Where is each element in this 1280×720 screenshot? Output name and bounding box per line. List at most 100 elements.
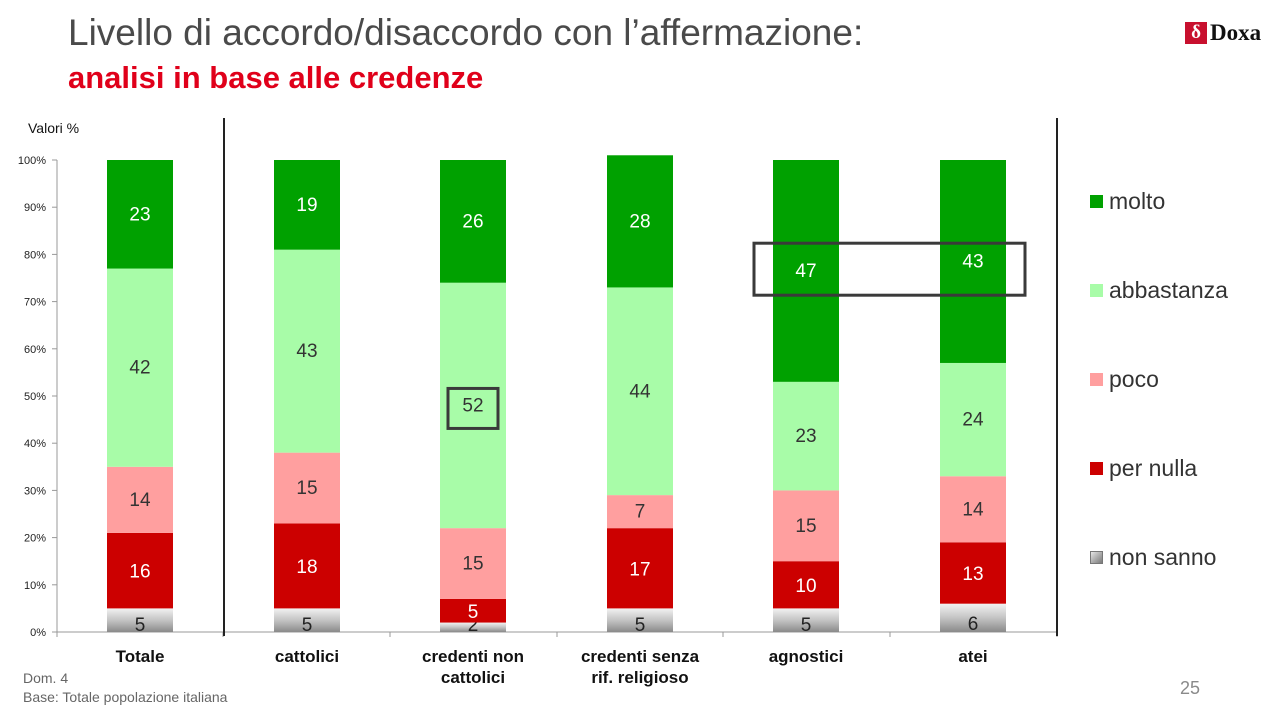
category-label: credenti senza (581, 647, 700, 666)
bar-segment-molto (107, 160, 173, 269)
bar-segment-abbastanza (440, 282, 506, 529)
legend-label: poco (1109, 366, 1159, 392)
data-label: 10 (795, 576, 816, 597)
y-tick-label: 0% (30, 627, 46, 639)
bar-segment-poco (440, 528, 506, 599)
bar-segment-non-sanno (107, 608, 173, 632)
legend-swatch (1090, 195, 1103, 208)
bar-segment-non-sanno (607, 608, 673, 632)
legend-label: per nulla (1109, 455, 1198, 481)
y-tick-label: 100% (18, 155, 46, 167)
bar-segment-non-sanno (274, 608, 340, 632)
highlight-box (446, 386, 500, 430)
bar-segment-abbastanza (107, 268, 173, 467)
data-label: 6 (968, 614, 979, 635)
bar-segment-per-nulla (440, 598, 506, 623)
data-label: 14 (962, 499, 984, 520)
data-label: 14 (129, 490, 151, 511)
category-label: agnostici (769, 647, 844, 666)
question-reference: Dom. 4 (23, 670, 69, 686)
legend-swatch (1090, 551, 1103, 564)
data-label: 47 (795, 261, 816, 282)
data-label: 44 (629, 381, 651, 402)
data-label: 17 (629, 559, 650, 580)
data-label: 5 (135, 615, 146, 636)
data-label: 28 (629, 211, 650, 232)
bar-segment-molto (773, 160, 839, 382)
y-tick-label: 60% (24, 344, 46, 356)
bar-segment-per-nulla (274, 523, 340, 609)
category-label: cattolici (441, 668, 505, 687)
data-label: 5 (635, 615, 646, 636)
category-label: credenti non (422, 647, 524, 666)
data-label: 15 (795, 516, 816, 537)
category-label: atei (958, 647, 987, 666)
data-label: 52 (462, 395, 483, 416)
bar-segment-abbastanza (607, 287, 673, 496)
doxa-logo: δ Doxa (1185, 20, 1261, 46)
legend-item-non-sanno: non sanno (1090, 544, 1216, 571)
data-label: 15 (462, 554, 483, 575)
unit-label: Valori % (28, 120, 80, 136)
bar-segment-non-sanno (940, 603, 1006, 632)
doxa-logo-mark: δ (1185, 22, 1207, 44)
y-tick-label: 80% (24, 249, 46, 261)
bar-segment-poco (274, 452, 340, 524)
bar-segment-per-nulla (107, 532, 173, 609)
bar-segment-molto (940, 160, 1006, 363)
page-title: Livello di accordo/disaccordo con l’affe… (68, 12, 864, 53)
y-tick-label: 20% (24, 533, 46, 545)
y-tick-label: 40% (24, 438, 46, 450)
bar-segment-abbastanza (940, 362, 1006, 477)
legend-label: molto (1109, 188, 1166, 214)
bar-segment-per-nulla (773, 561, 839, 609)
data-label: 42 (129, 358, 150, 379)
y-tick-label: 90% (24, 202, 46, 214)
y-tick-label: 10% (24, 580, 46, 592)
legend-swatch (1090, 462, 1103, 475)
category-label: rif. religioso (591, 668, 688, 687)
bar-segment-abbastanza (274, 249, 340, 453)
legend-swatch (1090, 284, 1103, 297)
bar-segment-per-nulla (607, 528, 673, 609)
legend-item-per-nulla: per nulla (1090, 455, 1197, 482)
bar-segment-molto (607, 155, 673, 288)
legend-item-molto: molto (1090, 188, 1165, 215)
page-subtitle: analisi in base alle credenze (68, 60, 484, 95)
data-label: 13 (962, 564, 983, 585)
bar-segment-poco (773, 490, 839, 562)
sample-base: Base: Totale popolazione italiana (23, 689, 228, 705)
y-tick-label: 70% (24, 297, 46, 309)
data-label: 43 (296, 341, 317, 362)
data-label: 16 (129, 562, 150, 583)
bar-segment-poco (107, 466, 173, 533)
data-label: 23 (795, 426, 816, 447)
legend-item-poco: poco (1090, 366, 1159, 393)
bar-segment-abbastanza (773, 381, 839, 491)
data-label: 15 (296, 478, 317, 499)
y-tick-label: 50% (24, 391, 46, 403)
bar-segment-molto (440, 160, 506, 283)
legend-swatch (1090, 373, 1103, 386)
data-label: 43 (962, 251, 983, 272)
highlight-box (752, 241, 1027, 297)
category-label: Totale (116, 647, 165, 666)
data-label: 18 (296, 557, 317, 578)
legend-item-abbastanza: abbastanza (1090, 277, 1228, 304)
data-label: 2 (468, 615, 479, 636)
bar-segment-per-nulla (940, 542, 1006, 604)
data-label: 19 (296, 195, 317, 216)
legend-label: non sanno (1109, 544, 1217, 570)
bar-segment-non-sanno (440, 622, 506, 632)
bar-segment-poco (607, 495, 673, 529)
data-label: 5 (801, 615, 812, 636)
y-tick-label: 30% (24, 485, 46, 497)
bar-segment-poco (940, 476, 1006, 543)
data-label: 7 (635, 502, 646, 523)
data-label: 23 (129, 204, 150, 225)
data-label: 5 (468, 602, 479, 623)
category-label: cattolici (275, 647, 339, 666)
bar-segment-molto (274, 160, 340, 250)
data-label: 5 (302, 615, 313, 636)
